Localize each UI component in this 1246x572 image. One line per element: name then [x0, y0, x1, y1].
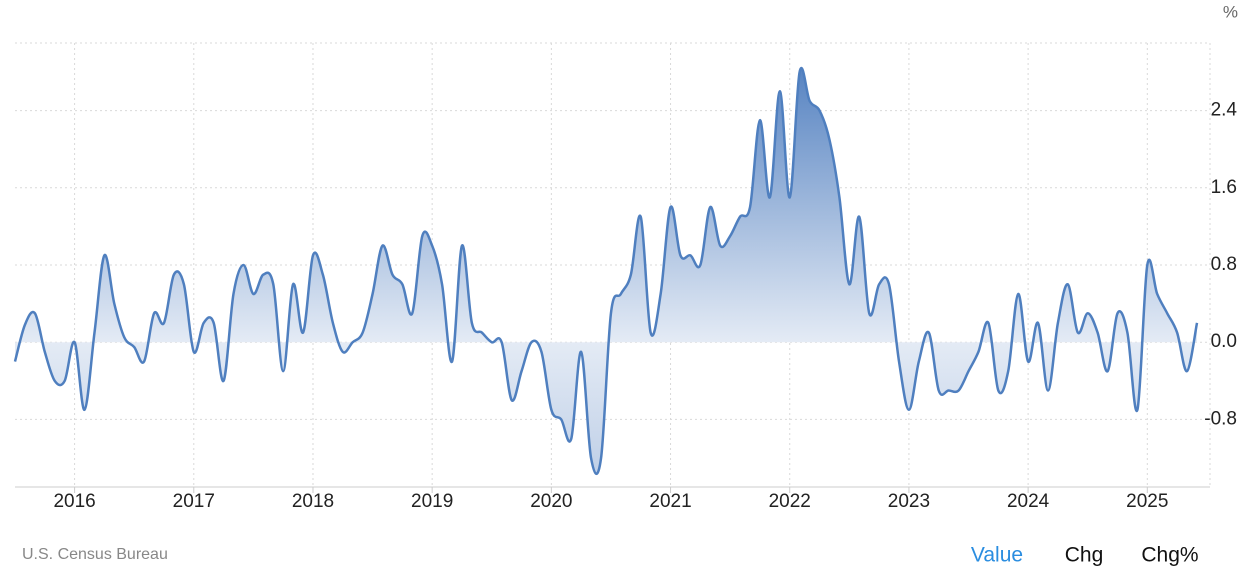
- y-tick-label: 2.4: [1211, 100, 1238, 121]
- toggle-button[interactable]: Chg: [1065, 544, 1104, 567]
- y-tick-label: 1.6: [1211, 177, 1237, 198]
- y-tick-label: 0.0: [1211, 331, 1237, 352]
- unit-label: %: [1223, 2, 1238, 21]
- x-tick-label: 2022: [769, 491, 811, 512]
- toggle-button[interactable]: Value: [971, 544, 1023, 567]
- x-tick-label: 2021: [649, 491, 691, 512]
- x-tick-label: 2017: [173, 491, 215, 512]
- x-tick-label: 2020: [530, 491, 572, 512]
- source: U.S. Census Bureau: [22, 546, 168, 563]
- x-tick-label: 2024: [1007, 491, 1050, 512]
- x-tick-label: 2016: [53, 491, 95, 512]
- x-tick-label: 2018: [292, 491, 334, 512]
- line: [13, 67, 1199, 475]
- x-tick-label: 2023: [888, 491, 930, 512]
- area-negative: [15, 342, 1194, 474]
- x-tick-label: 2025: [1126, 491, 1168, 512]
- y-tick-label: 0.8: [1211, 254, 1237, 275]
- y-tick-label: -0.8: [1204, 408, 1237, 429]
- toggle-button[interactable]: Chg%: [1141, 544, 1198, 567]
- x-tick-label: 2019: [411, 491, 453, 512]
- area-positive: [15, 68, 1197, 343]
